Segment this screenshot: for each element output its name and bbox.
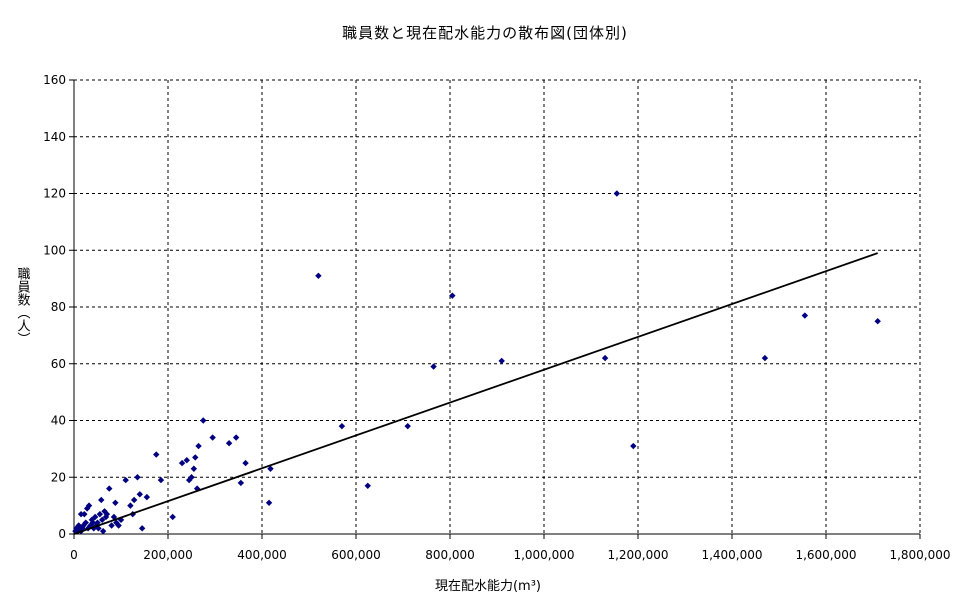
data-point: [99, 516, 106, 524]
data-point: [108, 522, 115, 529]
data-point: [338, 422, 346, 430]
data-point: [195, 442, 202, 450]
data-point: [102, 513, 110, 521]
data-point: [136, 491, 143, 498]
x-tick-label: 1,800,000: [889, 548, 950, 562]
data-points: [72, 190, 881, 535]
data-point: [192, 454, 199, 461]
data-point: [89, 519, 96, 526]
chart-title: 職員数と現在配水能力の散布図(団体別): [342, 24, 628, 42]
x-tick-label: 1,200,000: [607, 548, 668, 562]
data-point: [106, 485, 113, 492]
data-point: [101, 508, 108, 515]
data-point: [75, 522, 82, 529]
data-point: [127, 502, 134, 509]
data-point: [761, 354, 769, 362]
y-tick-label: 0: [58, 527, 66, 541]
data-point: [498, 357, 505, 365]
data-point: [96, 510, 104, 518]
y-axis-label: 職員数（人）: [15, 267, 31, 345]
y-tick-label: 20: [51, 470, 66, 484]
trendline: [73, 252, 878, 535]
data-point: [80, 522, 87, 529]
data-point: [630, 442, 637, 450]
y-tick-labels: 0 20 40 60 80 100 120 140 160: [43, 73, 66, 541]
data-point: [91, 513, 99, 521]
data-point: [95, 525, 102, 532]
data-point: [153, 451, 160, 458]
data-point: [103, 510, 111, 518]
data-point: [85, 502, 93, 509]
data-point: [157, 476, 165, 484]
x-tick-label: 800,000: [425, 548, 475, 562]
x-tick-label: 0: [70, 548, 78, 562]
data-point: [449, 292, 456, 299]
data-point: [267, 465, 274, 472]
y-tick-label: 80: [51, 300, 66, 314]
data-point: [188, 474, 195, 481]
data-point: [232, 434, 240, 441]
data-point: [134, 474, 141, 481]
data-point: [242, 459, 249, 467]
x-tick-label: 1,400,000: [701, 548, 762, 562]
data-point: [130, 496, 138, 504]
x-tick-label: 200,000: [143, 548, 193, 562]
data-point: [237, 479, 245, 487]
data-point: [90, 525, 97, 532]
data-point: [98, 496, 105, 504]
y-tick-label: 60: [51, 357, 66, 371]
data-point: [99, 527, 107, 535]
data-point: [190, 465, 198, 472]
data-point: [143, 493, 151, 501]
y-tick-label: 140: [43, 130, 66, 144]
data-point: [115, 522, 122, 529]
y-tick-label: 120: [43, 187, 66, 201]
data-point: [79, 525, 86, 532]
data-point: [81, 510, 88, 518]
data-point: [315, 272, 322, 279]
data-point: [77, 510, 85, 518]
data-point: [82, 519, 89, 526]
data-point: [430, 363, 437, 370]
data-point: [122, 476, 129, 484]
data-point: [110, 513, 118, 521]
data-point: [801, 312, 809, 319]
data-point: [200, 417, 207, 424]
x-tick-label: 400,000: [237, 548, 287, 562]
data-point: [404, 422, 411, 430]
data-point: [364, 482, 371, 489]
data-point: [209, 434, 216, 441]
data-point: [169, 513, 176, 521]
data-point: [87, 522, 94, 529]
x-tick-labels: 0 200,000 400,000 600,000 800,000 1,000,000 1,…: [70, 548, 950, 562]
data-point: [601, 354, 609, 362]
data-point: [94, 519, 101, 526]
x-tick-label: 1,600,000: [795, 548, 856, 562]
data-point: [183, 457, 190, 464]
y-tick-label: 160: [43, 73, 66, 87]
x-tick-label: 600,000: [331, 548, 381, 562]
data-point: [874, 317, 881, 325]
data-point: [265, 499, 273, 506]
trendline-group: [73, 252, 878, 535]
x-axis-label: 現在配水能力(m³): [435, 579, 541, 594]
data-point: [225, 440, 233, 447]
data-point: [138, 525, 146, 532]
data-point: [613, 190, 621, 197]
x-tick-label: 1,000,000: [513, 548, 574, 562]
data-point: [178, 459, 186, 467]
data-point: [112, 499, 119, 506]
axes: [69, 79, 921, 539]
y-tick-label: 100: [43, 243, 66, 257]
data-point: [73, 525, 80, 532]
grid-lines: [74, 79, 921, 534]
y-tick-label: 40: [51, 414, 66, 428]
